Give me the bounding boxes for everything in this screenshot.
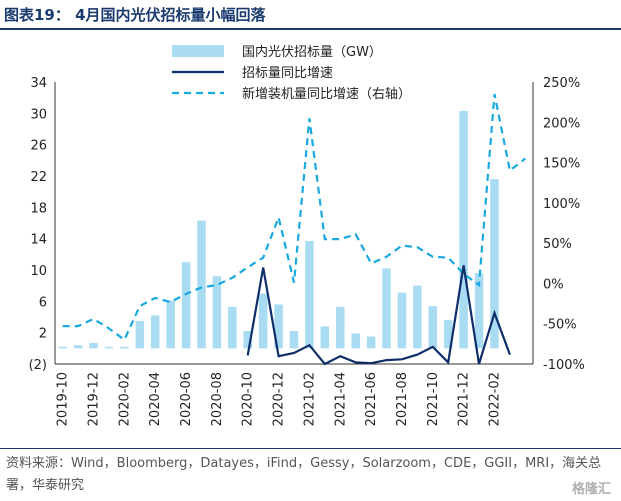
x-tick-label: 2019-12 bbox=[87, 372, 102, 426]
bar-tender-volume bbox=[336, 306, 345, 349]
bar-tender-volume bbox=[443, 320, 453, 349]
bar-tender-volume bbox=[243, 331, 252, 349]
x-tick-label: 2020-10 bbox=[241, 372, 256, 426]
bar-tender-volume bbox=[58, 346, 67, 349]
line-tender-yoy bbox=[246, 265, 511, 366]
bar-tender-volume bbox=[289, 331, 299, 349]
figure-title: 图表19： 4月国内光伏招标量小幅回落 bbox=[4, 6, 266, 24]
x-tick-label: 2019-10 bbox=[56, 372, 71, 426]
y-left-tick-label: (2) bbox=[29, 358, 47, 373]
bar-tender-volume bbox=[382, 268, 391, 349]
x-tick-label: 2020-04 bbox=[148, 372, 163, 426]
bar-tender-volume bbox=[104, 346, 114, 349]
bar-tender-volume bbox=[274, 304, 283, 349]
y-right-tick-label: 150% bbox=[543, 157, 580, 172]
bar-tender-volume bbox=[197, 220, 206, 349]
bar-tender-volume bbox=[490, 179, 499, 349]
source-note: 资料来源：Wind，Bloomberg，Datayes，iFind，Gessy，… bbox=[6, 456, 602, 493]
y-left-tick-label: 10 bbox=[30, 264, 47, 279]
y-left-tick-label: 26 bbox=[30, 139, 47, 154]
watermark: 格隆汇 bbox=[571, 482, 611, 497]
x-tick-label: 2021-02 bbox=[302, 372, 317, 426]
y-left-tick-label: 30 bbox=[30, 107, 47, 122]
bar-tender-volume bbox=[305, 241, 314, 349]
legend-swatch-bar bbox=[172, 45, 224, 57]
source-divider bbox=[0, 448, 621, 449]
bar-tender-volume bbox=[135, 320, 145, 349]
chart: 34 30 26 22 18 14 10 6 2 (2) 250% 200% 150% 100% 50% 0%… bbox=[29, 44, 585, 426]
y-left-tick-label: 34 bbox=[30, 76, 47, 91]
x-tick-label: 2021-06 bbox=[364, 372, 379, 426]
x-tick-label: 2020-06 bbox=[179, 372, 194, 426]
x-tick-label: 2021-10 bbox=[426, 372, 441, 426]
bar-tender-volume bbox=[258, 293, 268, 349]
bar-tender-volume bbox=[89, 342, 98, 349]
y-right-tick-label: 200% bbox=[543, 116, 580, 131]
x-tick-label: 2020-12 bbox=[272, 372, 287, 426]
bar-tender-volume bbox=[413, 285, 422, 349]
x-tick-label: 2020-02 bbox=[117, 372, 132, 426]
bar-tender-volume bbox=[320, 326, 330, 349]
bar-tender-volume bbox=[212, 276, 222, 349]
title-divider bbox=[0, 28, 621, 30]
x-tick-label: 2021-08 bbox=[395, 372, 410, 426]
bar-tender-volume bbox=[150, 315, 160, 349]
legend-label: 招标量同比增速 bbox=[242, 66, 333, 81]
bar-tender-volume bbox=[181, 262, 191, 349]
y-right-tick-label: 50% bbox=[543, 237, 572, 252]
bar-tender-volume bbox=[351, 333, 360, 349]
bar-tender-volume bbox=[73, 345, 83, 349]
y-right-tick-label: -100% bbox=[543, 358, 585, 373]
bar-tender-volume bbox=[459, 110, 468, 349]
line-install-yoy bbox=[62, 93, 526, 342]
bar-tender-volume bbox=[228, 306, 237, 349]
x-tick-label: 2021-04 bbox=[333, 372, 348, 426]
y-right-tick-label: 250% bbox=[543, 76, 580, 91]
y-right-tick-label: 0% bbox=[543, 277, 564, 292]
x-tick-label: 2022-02 bbox=[487, 372, 502, 426]
bar-tender-volume bbox=[428, 306, 438, 349]
y-left-tick-label: 6 bbox=[39, 295, 47, 310]
bar-tender-volume bbox=[397, 292, 407, 349]
y-left-tick-label: 18 bbox=[30, 201, 47, 216]
y-left-tick-label: 2 bbox=[39, 327, 47, 342]
legend-label: 新增装机量同比增速（右轴） bbox=[242, 86, 411, 102]
y-right-tick-label: 100% bbox=[543, 197, 580, 212]
x-tick-label: 2021-12 bbox=[457, 372, 472, 426]
y-left-tick-label: 22 bbox=[30, 170, 47, 185]
legend-label: 国内光伏招标量（GW） bbox=[242, 44, 382, 60]
x-tick-label: 2020-08 bbox=[210, 372, 225, 426]
bar-tender-volume bbox=[120, 346, 129, 349]
y-left-tick-label: 14 bbox=[30, 233, 47, 248]
y-right-tick-label: -50% bbox=[543, 318, 577, 333]
bar-tender-volume bbox=[166, 300, 175, 349]
bar-tender-volume bbox=[474, 273, 484, 349]
bar-tender-volume bbox=[366, 336, 376, 349]
